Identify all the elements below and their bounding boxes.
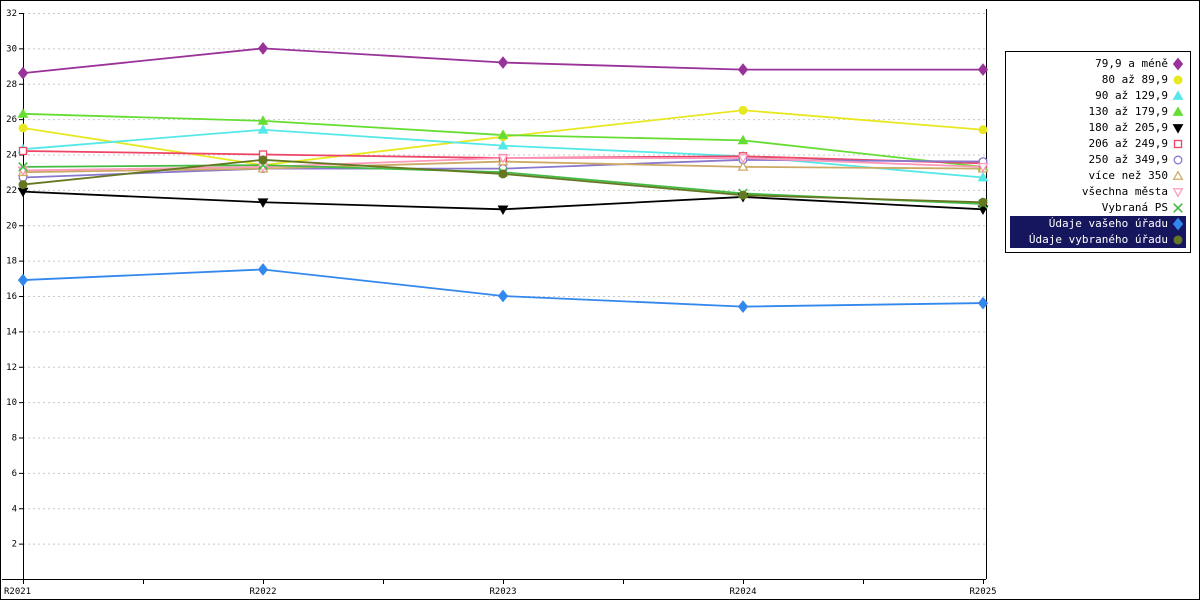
x-axis-labels: R2021 R2022 R2023 R2024 R2025 — [4, 579, 997, 597]
data-point-marker — [737, 134, 749, 145]
data-point-marker — [497, 205, 509, 215]
data-point-marker — [17, 273, 29, 287]
y-tick-label: 26 — [6, 115, 17, 125]
legend-marker-icon — [1172, 90, 1184, 100]
legend-label: Vybraná PS — [1101, 201, 1168, 214]
data-point-marker — [18, 162, 28, 172]
data-point-marker — [497, 289, 509, 303]
legend-label: Údaje vybraného úřadu — [1028, 233, 1168, 246]
y-tick-label: 10 — [6, 398, 17, 408]
legend-item: Údaje vašeho úřadu — [1010, 216, 1186, 232]
data-point-marker — [977, 63, 989, 76]
data-point-marker — [497, 140, 509, 150]
legend-marker-icon — [1172, 57, 1184, 71]
y-tick-label: 30 — [6, 44, 17, 54]
legend-label: všechna města — [1081, 185, 1168, 198]
axes — [2, 9, 987, 580]
y-tick-label: 6 — [12, 469, 17, 479]
data-point-marker — [977, 296, 989, 310]
y-tick-label: 20 — [6, 221, 17, 231]
legend-item: všechna města — [1010, 184, 1186, 200]
y-tick-label: 32 — [6, 9, 17, 19]
legend-item: 130 až 179,9 — [1010, 104, 1186, 120]
data-point-marker — [737, 161, 749, 171]
legend-label: 180 až 205,9 — [1088, 121, 1168, 134]
legend-label: více než 350 — [1088, 169, 1168, 182]
legend-label: 90 až 129,9 — [1095, 89, 1168, 102]
y-tick-label: 16 — [6, 292, 17, 302]
legend-marker-icon — [1173, 75, 1183, 85]
legend-marker-icon — [1172, 124, 1184, 134]
legend-item: 79,9 a méně — [1010, 56, 1186, 72]
legend-item: 206 až 249,9 — [1010, 136, 1186, 152]
data-point-marker — [977, 163, 989, 173]
data-point-marker — [738, 105, 748, 115]
data-point-marker — [738, 190, 748, 200]
data-point-marker — [497, 154, 509, 164]
legend-item: 250 až 349,9 — [1010, 152, 1186, 168]
data-point-marker — [737, 300, 749, 313]
x-tick-label: R2023 — [489, 587, 516, 597]
legend-label: 206 až 249,9 — [1088, 137, 1168, 150]
legend-item: více než 350 — [1010, 168, 1186, 184]
x-tick-label: R2024 — [729, 587, 756, 597]
y-tick-label: 28 — [6, 80, 17, 90]
legend: 79,9 a méně 80 až 89,9 90 až 129,9 130 až 1… — [1005, 51, 1191, 253]
gridlines — [23, 13, 986, 545]
data-point-marker — [257, 42, 269, 55]
legend-marker-icon — [1173, 155, 1183, 165]
data-point-marker — [18, 123, 28, 133]
y-tick-label: 12 — [6, 363, 17, 373]
data-point-marker — [258, 155, 268, 165]
legend-label: 130 až 179,9 — [1088, 105, 1168, 118]
data-point-marker — [737, 154, 749, 164]
legend-marker-icon — [1172, 217, 1184, 231]
y-tick-label: 18 — [6, 257, 17, 267]
data-point-marker — [497, 56, 509, 69]
data-point-marker — [978, 197, 988, 207]
y-tick-label: 2 — [12, 540, 17, 550]
legend-item: 90 až 129,9 — [1010, 88, 1186, 104]
data-point-marker — [18, 180, 28, 190]
series-markers — [17, 42, 989, 313]
data-point-marker — [17, 108, 29, 118]
x-tick-label: R2022 — [249, 587, 276, 597]
legend-marker-icon — [1173, 235, 1183, 245]
data-point-marker — [257, 124, 269, 134]
data-point-marker — [18, 146, 28, 156]
legend-item: Údaje vybraného úřadu — [1010, 232, 1186, 248]
x-tick-label: R2021 — [4, 587, 31, 597]
legend-item: Vybraná PS — [1010, 200, 1186, 216]
data-point-marker — [498, 169, 508, 179]
y-tick-label: 8 — [12, 434, 17, 444]
legend-label: 79,9 a méně — [1095, 57, 1168, 70]
legend-marker-icon — [1172, 188, 1184, 198]
data-point-marker — [257, 263, 269, 276]
data-point-marker — [737, 63, 749, 76]
y-tick-label: 14 — [6, 327, 17, 337]
legend-label: 250 až 349,9 — [1088, 153, 1168, 166]
y-tick-label: 22 — [6, 186, 17, 196]
data-point-marker — [257, 115, 269, 125]
legend-label: Údaje vašeho úřadu — [1048, 217, 1168, 230]
legend-item: 80 až 89,9 — [1010, 72, 1186, 88]
data-point-marker — [977, 171, 989, 182]
legend-marker-icon — [1172, 170, 1184, 180]
legend-item: 180 až 205,9 — [1010, 120, 1186, 136]
legend-label: 80 až 89,9 — [1101, 73, 1168, 86]
legend-marker-icon — [1172, 106, 1184, 116]
legend-marker-icon — [1173, 203, 1183, 213]
data-point-marker — [17, 66, 29, 80]
data-point-marker — [257, 198, 269, 208]
y-tick-label: 24 — [6, 151, 17, 161]
y-tick-label: 4 — [12, 504, 17, 514]
legend-marker-icon — [1173, 139, 1183, 149]
data-point-marker — [978, 125, 988, 135]
x-tick-label: R2025 — [969, 587, 996, 597]
data-point-marker — [497, 129, 509, 139]
